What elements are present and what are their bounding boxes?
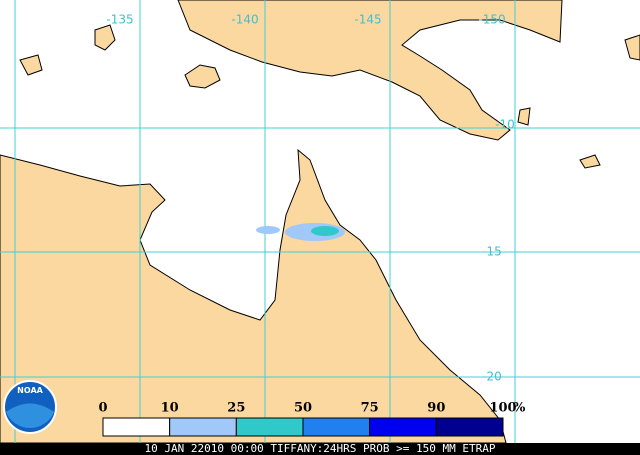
lon-label: -145 [354, 13, 381, 27]
legend-label: 10 [161, 401, 179, 416]
lon-label: -150 [478, 13, 505, 27]
legend-swatch [102, 417, 171, 437]
legend-label: 0 [98, 401, 107, 416]
legend-label: 90 [427, 401, 445, 416]
probability-area [256, 223, 345, 241]
footer-bar [0, 443, 640, 455]
new-guinea [177, 0, 563, 141]
lon-label: -135 [106, 13, 133, 27]
noaa-logo: NOAA [3, 380, 57, 434]
legend: 0 10 25 50 75 90 100% [98, 401, 526, 437]
lat-label: -20 [482, 370, 502, 384]
legend-swatch [369, 417, 437, 437]
lat-label: -10 [495, 118, 515, 132]
lon-label: -140 [231, 13, 258, 27]
land [0, 0, 640, 444]
legend-label: 75 [361, 401, 379, 416]
island [19, 54, 43, 76]
graticule [0, 0, 640, 443]
island [624, 34, 640, 61]
lat-label: -15 [482, 245, 502, 259]
footer: 10 JAN 22010 00:00 TIFFANY:24HRS PROB >=… [145, 442, 496, 455]
new-guinea-south [184, 64, 221, 89]
legend-unit: % [513, 401, 526, 416]
australia [0, 148, 507, 444]
legend-swatch [169, 417, 237, 437]
legend-label: 50 [294, 401, 312, 416]
logo-wave [6, 403, 54, 428]
legend-swatch [435, 417, 504, 437]
island [94, 24, 116, 51]
legend-swatch [235, 417, 304, 437]
island [517, 107, 531, 126]
prob-25 [311, 226, 339, 236]
island [579, 154, 601, 169]
legend-label: 100 [489, 401, 516, 416]
prob-10 [256, 226, 280, 234]
logo-text: NOAA [17, 386, 43, 395]
legend-swatch [302, 417, 371, 437]
legend-label: 25 [227, 401, 245, 416]
